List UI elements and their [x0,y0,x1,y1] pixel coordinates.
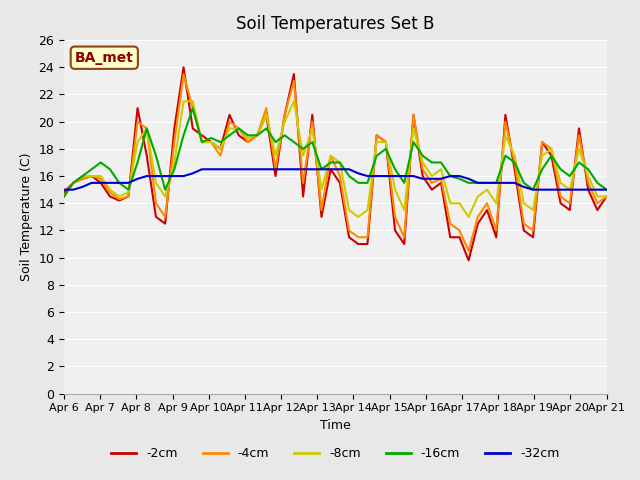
-4cm [180,71,188,77]
-8cm [419,159,426,165]
-32cm [410,173,417,179]
Legend: -2cm, -4cm, -8cm, -16cm, -32cm: -2cm, -4cm, -8cm, -16cm, -32cm [106,442,564,465]
-8cm [244,135,252,141]
Line: -2cm: -2cm [64,67,607,260]
-8cm [152,180,160,186]
-8cm [253,132,261,138]
-2cm [60,190,68,195]
-8cm [355,214,362,220]
-4cm [465,248,472,254]
-8cm [207,139,215,145]
-2cm [253,132,261,138]
-8cm [180,98,188,104]
-4cm [60,193,68,199]
Text: BA_met: BA_met [75,51,134,65]
-16cm [189,105,196,111]
Line: -32cm: -32cm [64,169,607,190]
-16cm [244,132,252,138]
Line: -4cm: -4cm [64,74,607,251]
-4cm [253,132,261,138]
-16cm [226,132,234,138]
-2cm [152,214,160,220]
-4cm [152,200,160,206]
-2cm [180,64,188,70]
-4cm [603,193,611,199]
-32cm [226,167,234,172]
-16cm [603,187,611,192]
-16cm [60,193,68,199]
Line: -8cm: -8cm [64,101,607,217]
-32cm [253,167,261,172]
-8cm [603,193,611,199]
-16cm [207,135,215,141]
X-axis label: Time: Time [320,419,351,432]
-32cm [207,167,215,172]
-32cm [603,187,611,192]
-2cm [465,257,472,263]
-4cm [207,139,215,145]
-32cm [244,167,252,172]
-32cm [60,187,68,192]
-8cm [60,193,68,199]
Y-axis label: Soil Temperature (C): Soil Temperature (C) [20,153,33,281]
-2cm [244,139,252,145]
-2cm [410,112,417,118]
-32cm [198,167,206,172]
-16cm [152,153,160,158]
-8cm [226,126,234,132]
-32cm [152,173,160,179]
-4cm [244,139,252,145]
Title: Soil Temperatures Set B: Soil Temperatures Set B [236,15,435,33]
-16cm [410,139,417,145]
-4cm [226,119,234,125]
-16cm [253,132,261,138]
-2cm [207,139,215,145]
-2cm [226,112,234,118]
-2cm [603,193,611,199]
-4cm [410,112,417,118]
Line: -16cm: -16cm [64,108,607,196]
